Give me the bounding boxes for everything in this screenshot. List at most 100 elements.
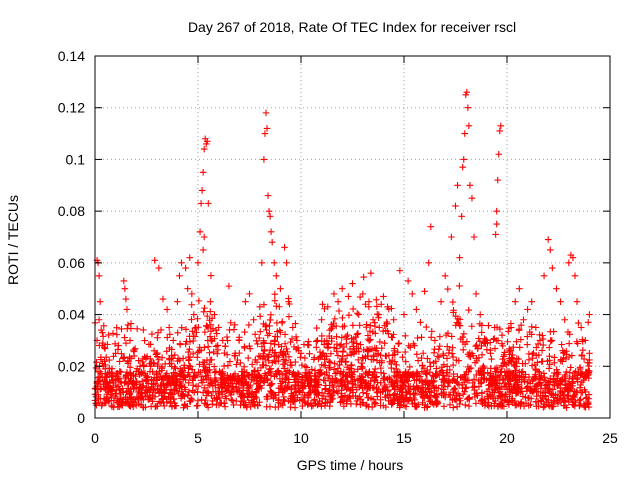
noise-point [173,376,181,383]
data-point [277,285,284,293]
noise-point [473,341,480,349]
tick-labels: 0 0.02 0.04 0.06 0.08 0.1 0.12 0.14 0 5 10 15 20 25 [58,48,618,446]
noise-point [418,391,426,399]
noise-point [568,352,576,359]
noise-point [440,377,448,384]
data-point [507,324,515,331]
noise-point [149,398,156,405]
noise-point [122,375,129,383]
noise-point [92,364,100,372]
noise-point [285,353,293,361]
noise-point [500,403,508,410]
noise-point [94,399,102,406]
data-point [258,259,266,267]
data-point [266,213,274,220]
noise-point [454,390,462,398]
noise-point [470,376,478,383]
noise-point [478,395,486,403]
noise-point [188,301,196,309]
noise-point [459,346,467,354]
noise-point [237,401,244,409]
noise-point [585,359,593,367]
noise-point [268,359,276,366]
data-point [452,202,459,210]
noise-point [333,369,341,377]
x-tick-label: 5 [194,430,202,446]
noise-point [347,362,355,369]
noise-point [312,387,320,395]
noise-point [238,390,245,398]
noise-point [143,384,150,391]
noise-point [231,321,239,329]
noise-point [582,388,589,396]
noise-point [361,379,369,386]
noise-point [533,381,541,389]
data-point [205,200,212,207]
noise-point [116,358,123,365]
noise-point [365,337,373,344]
noise-point [213,350,221,357]
noise-point [177,383,185,390]
noise-point [292,320,299,327]
data-point [577,324,585,331]
noise-point [154,362,161,370]
noise-point [475,367,482,375]
noise-point [485,402,493,410]
noise-point [180,404,187,411]
noise-point [248,361,256,368]
noise-point [449,377,456,384]
noise-point [250,394,257,401]
data-point [536,337,544,344]
data-point [349,280,356,287]
noise-point [378,357,386,365]
noise-point [554,369,562,376]
noise-point [195,347,203,355]
noise-point [329,375,336,383]
noise-point [539,394,546,402]
noise-point [232,383,240,391]
noise-point [585,370,593,378]
noise-point [236,387,244,395]
noise-point [208,356,215,364]
data-point [198,187,206,194]
noise-point [100,385,108,392]
noise-point [381,339,388,347]
noise-point [499,355,506,363]
noise-point [439,376,446,383]
noise-point [369,396,377,403]
noise-point [389,399,397,407]
data-point [464,104,472,112]
noise-point [385,330,392,337]
noise-point [431,392,438,399]
noise-point [105,356,113,364]
noise-point [332,370,339,377]
noise-point [340,402,348,410]
noise-point [508,397,515,404]
data-point [503,368,511,375]
noise-point [304,341,311,348]
noise-point [358,365,366,372]
noise-point [263,395,271,403]
noise-point [256,328,264,335]
noise-point [284,367,292,374]
noise-point [478,390,486,397]
noise-point [306,383,314,390]
noise-point [465,306,473,314]
noise-point [413,403,421,411]
noise-point [316,369,324,377]
noise-point [249,399,256,406]
noise-point [287,338,294,346]
noise-point [271,297,279,304]
noise-point [425,384,433,392]
noise-point [281,360,289,368]
noise-point [498,368,505,376]
noise-point [532,398,540,406]
noise-point [271,373,278,380]
noise-point [411,342,418,349]
noise-point [431,345,438,353]
noise-point [325,332,333,340]
noise-point [204,343,212,350]
noise-point [216,388,223,395]
data-point [476,311,484,318]
noise-point [167,390,175,398]
